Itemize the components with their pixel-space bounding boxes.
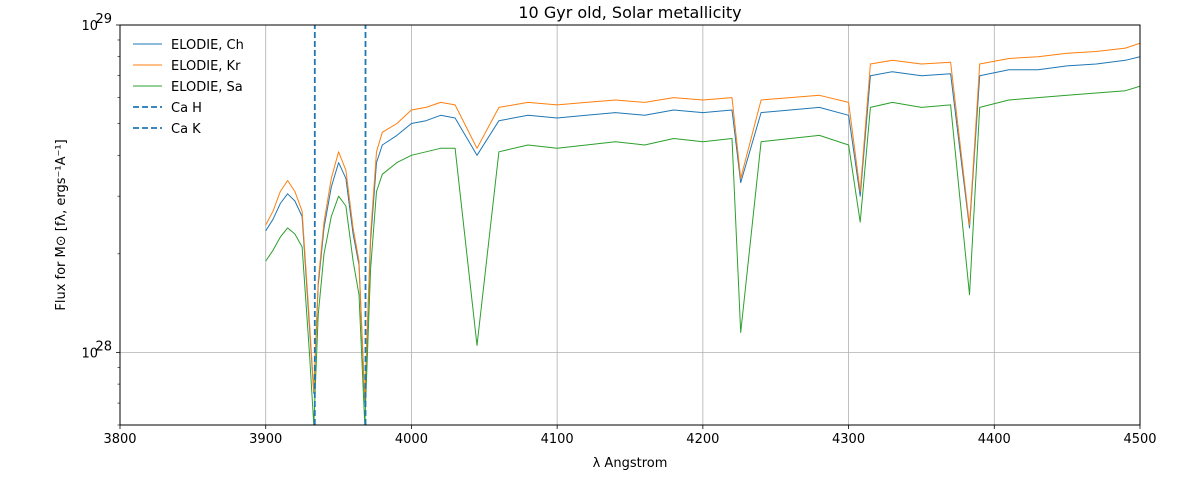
y-tick-exponent: 29 [95, 12, 112, 27]
chart-title: 10 Gyr old, Solar metallicity [518, 3, 741, 22]
x-tick-label: 3800 [103, 432, 136, 447]
legend-label: Ca H [171, 101, 202, 116]
legend-label: ELODIE, Ch [171, 38, 244, 53]
y-tick-label: 10 [81, 346, 98, 361]
y-tick-label: 10 [81, 19, 98, 34]
x-tick-label: 4000 [395, 432, 428, 447]
series-line-3 [265, 85, 1140, 425]
legend: ELODIE, Ch ELODIE, Kr ELODIE, Sa Ca H Ca K [133, 38, 244, 137]
legend-label: Ca K [171, 122, 201, 137]
plot-frame [119, 24, 1141, 426]
x-tick-label: 4500 [1123, 432, 1156, 447]
legend-label: ELODIE, Sa [171, 80, 243, 95]
y-tick-exponent: 28 [95, 339, 112, 354]
legend-label: ELODIE, Kr [171, 59, 241, 74]
x-axis: 3800 3900 4000 4100 4200 4300 4400 4500 [103, 425, 1157, 447]
x-tick-label: 4300 [832, 432, 865, 447]
y-axis-title: Flux for M⊙ [fλ, ergs⁻¹A⁻¹] [54, 139, 69, 310]
x-axis-title: λ Angstrom [593, 456, 668, 471]
plot-area [265, 25, 1140, 425]
x-tick-label: 4200 [686, 432, 719, 447]
x-tick-label: 4100 [541, 432, 574, 447]
x-tick-label: 3900 [249, 432, 282, 447]
x-tick-label: 4400 [978, 432, 1011, 447]
series-line-2 [265, 42, 1140, 400]
